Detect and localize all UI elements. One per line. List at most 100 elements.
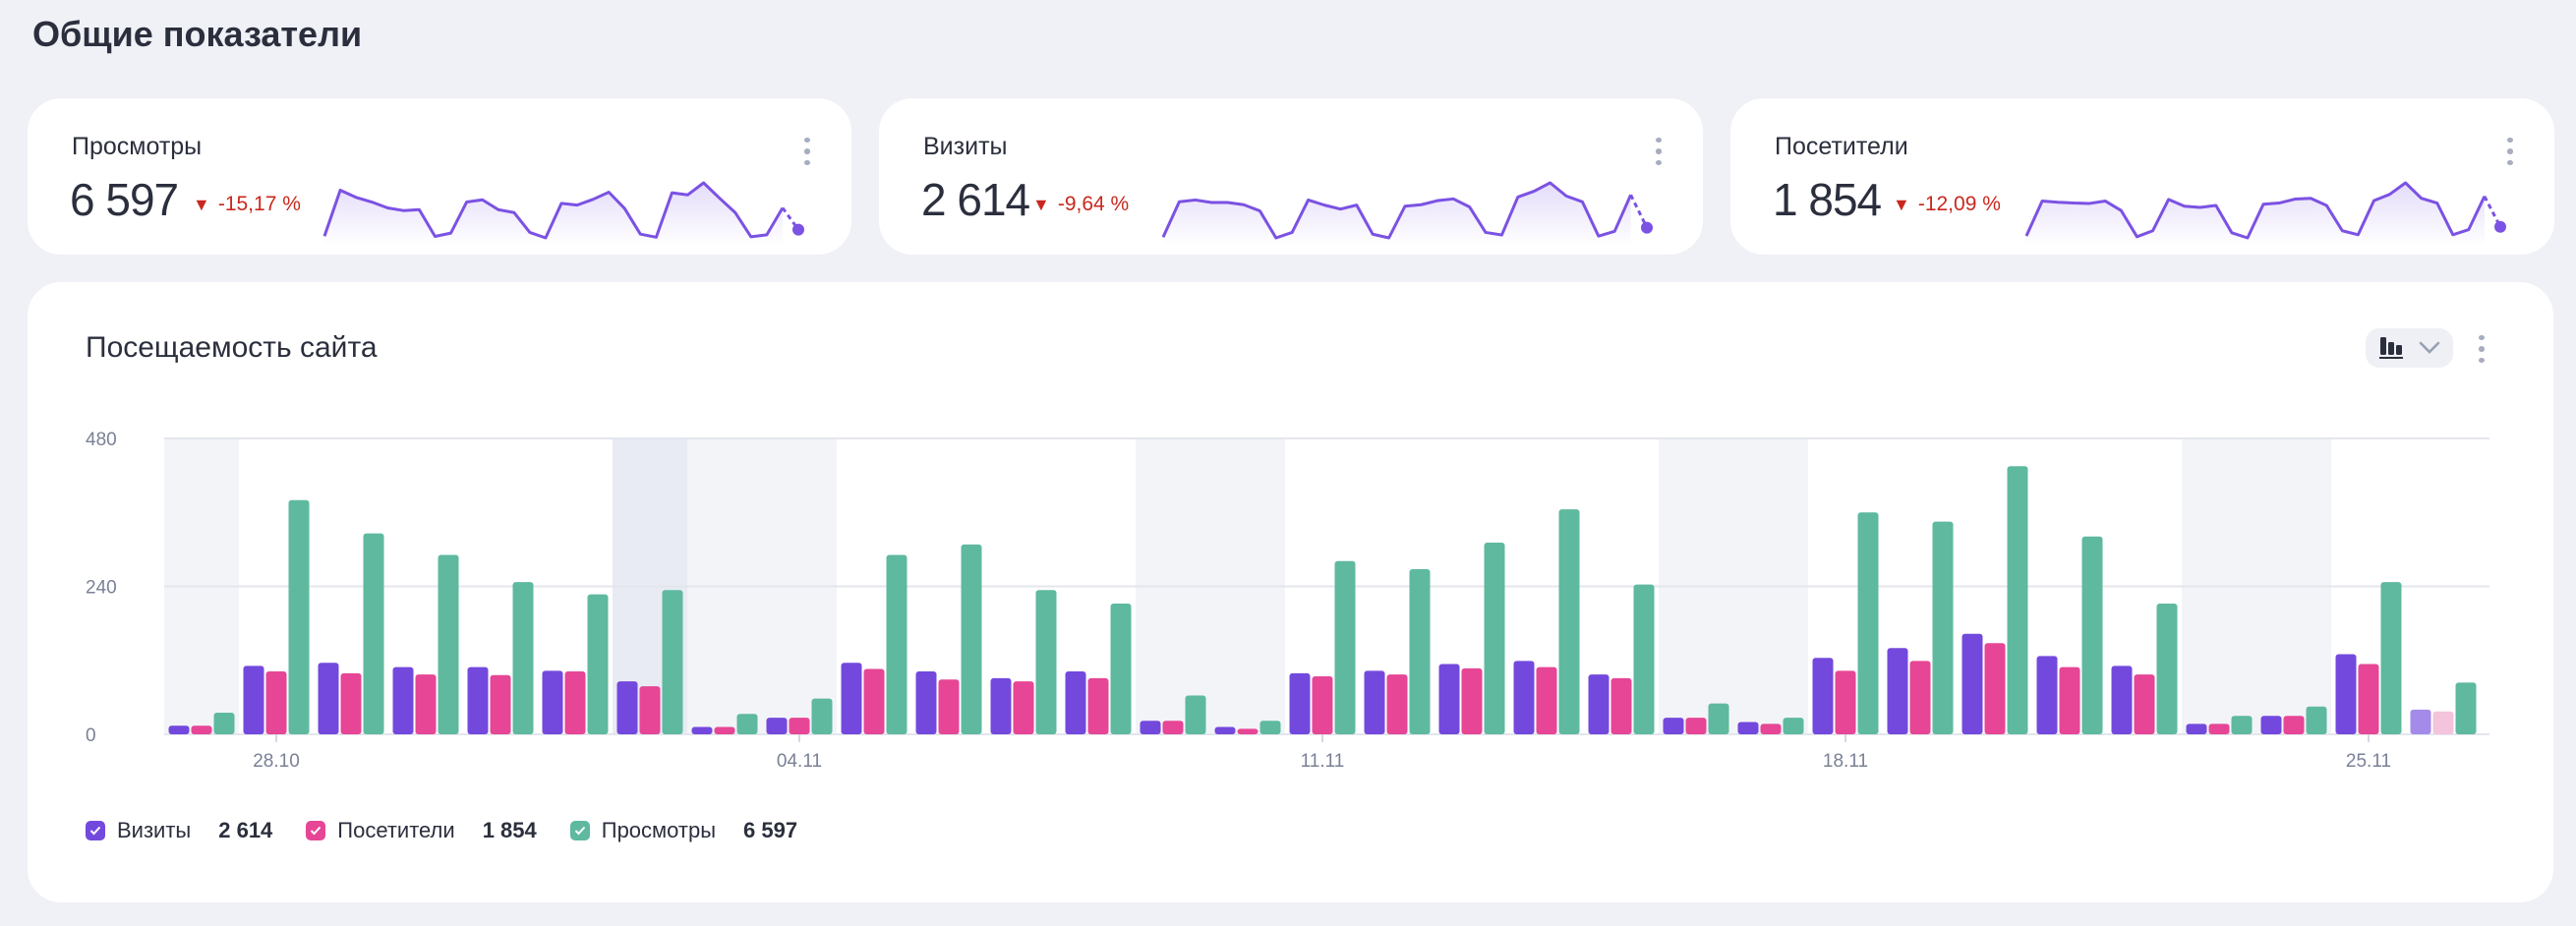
bar-views bbox=[438, 554, 459, 734]
bar-visits bbox=[2186, 723, 2207, 734]
sparkline-last-point bbox=[792, 223, 804, 236]
bar-views bbox=[1185, 695, 1206, 734]
bar-visitors bbox=[1610, 677, 1632, 734]
bar-visits bbox=[841, 663, 862, 734]
bar-visitors bbox=[490, 674, 511, 734]
chart-title: Посещаемость сайта bbox=[86, 331, 378, 364]
bar-visitors bbox=[1312, 676, 1333, 734]
bar-visitors bbox=[863, 668, 885, 734]
more-vertical-icon[interactable] bbox=[2472, 333, 2491, 363]
bar-views bbox=[512, 582, 534, 734]
bar-visits bbox=[2335, 654, 2357, 734]
bar-visitors bbox=[1461, 667, 1483, 734]
bar-visitors bbox=[340, 672, 362, 734]
bar-visitors bbox=[639, 686, 661, 734]
legend-item-visits[interactable]: Визиты 2 614 bbox=[86, 818, 272, 843]
bar-visitors bbox=[2358, 664, 2379, 734]
bar-views bbox=[1035, 590, 1057, 734]
kpi-card-visitors[interactable]: Посетители 1 854 ▼ -12,09 % bbox=[1730, 98, 2554, 255]
bar-visitors bbox=[789, 718, 810, 734]
bar-visitors bbox=[938, 679, 960, 734]
more-vertical-icon[interactable] bbox=[797, 136, 817, 165]
bar-visits bbox=[691, 726, 713, 734]
bar-visits bbox=[2036, 656, 2058, 734]
sparkline-area bbox=[2026, 183, 2485, 246]
bar-visits bbox=[542, 670, 563, 734]
page-title: Общие показатели bbox=[32, 14, 363, 54]
bar-views bbox=[288, 499, 310, 734]
bar-views bbox=[1633, 584, 1655, 734]
y-tick-label: 0 bbox=[86, 725, 96, 746]
legend-total: 2 614 bbox=[218, 818, 273, 842]
kpi-title: Посетители bbox=[1775, 133, 1908, 160]
bar-visitors bbox=[1685, 718, 1707, 734]
bar-visitors bbox=[1536, 666, 1557, 734]
bar-views bbox=[363, 533, 384, 734]
legend-item-views[interactable]: Просмотры 6 597 bbox=[569, 818, 798, 843]
more-vertical-icon[interactable] bbox=[2500, 136, 2520, 165]
trend-down-icon: ▼ bbox=[1032, 194, 1050, 214]
bar-visits bbox=[318, 663, 339, 734]
sparkline-area bbox=[324, 183, 783, 246]
bar-visitors bbox=[1909, 661, 1931, 734]
bar-visits bbox=[1663, 718, 1684, 734]
bar-visitors bbox=[2283, 716, 2305, 734]
y-tick-label: 480 bbox=[86, 430, 117, 450]
bar-views bbox=[1558, 509, 1580, 734]
bar-visits bbox=[2111, 666, 2133, 734]
check-icon[interactable] bbox=[569, 821, 590, 840]
bar-visitors bbox=[1162, 721, 1184, 734]
check-icon[interactable] bbox=[86, 821, 105, 840]
bar-views bbox=[736, 714, 758, 734]
bar-views bbox=[961, 544, 982, 734]
sparkline bbox=[1161, 181, 1653, 246]
more-vertical-icon[interactable] bbox=[1649, 136, 1669, 165]
bar-views bbox=[2156, 604, 2178, 734]
legend-item-visitors[interactable]: Посетители 1 854 bbox=[306, 818, 537, 843]
bar-views bbox=[811, 698, 833, 734]
bar-views bbox=[2306, 706, 2327, 734]
sparkline-partial bbox=[1629, 194, 1649, 229]
legend-total: 6 597 bbox=[743, 818, 798, 842]
bar-views bbox=[1409, 568, 1431, 734]
bar-views bbox=[587, 594, 609, 734]
legend-label: Визиты bbox=[117, 818, 192, 842]
sparkline bbox=[2024, 181, 2506, 246]
bar-views bbox=[1783, 718, 1804, 734]
bar-views bbox=[2007, 466, 2028, 734]
bar-visitors bbox=[1386, 674, 1408, 734]
bar-visits bbox=[990, 677, 1012, 734]
bar-views bbox=[1484, 542, 1505, 734]
kpi-card-visits[interactable]: Визиты 2 614 ▼ -9,64 % bbox=[879, 98, 1703, 255]
bar-visits bbox=[1588, 674, 1610, 734]
bar-visitors bbox=[415, 674, 437, 734]
kpi-change: ▼ -9,64 % bbox=[1032, 193, 1129, 216]
trend-down-icon: ▼ bbox=[193, 194, 210, 214]
kpi-change: ▼ -15,17 % bbox=[193, 193, 301, 216]
kpi-card-views[interactable]: Просмотры 6 597 ▼ -15,17 % bbox=[28, 98, 851, 255]
bar-views bbox=[1259, 721, 1281, 734]
kpi-change: ▼ -12,09 % bbox=[1893, 193, 2001, 216]
bar-visitors bbox=[2059, 666, 2080, 734]
bar-visits bbox=[616, 681, 638, 734]
bar-visits bbox=[168, 725, 190, 734]
bar-views bbox=[886, 554, 907, 734]
check-icon[interactable] bbox=[306, 821, 326, 840]
bar-chart-icon bbox=[2378, 337, 2403, 359]
sparkline bbox=[322, 181, 804, 246]
sparkline-area bbox=[1163, 183, 1631, 246]
kpi-value: 1 854 bbox=[1773, 174, 1882, 225]
bar-visitors bbox=[1984, 643, 2006, 734]
sparkline-line bbox=[2024, 181, 2487, 240]
kpi-title: Визиты bbox=[923, 133, 1008, 160]
bar-visitors bbox=[1237, 728, 1259, 734]
kpi-title: Просмотры bbox=[72, 133, 203, 160]
bar-visitors bbox=[1760, 723, 1782, 734]
bar-views bbox=[2380, 582, 2402, 734]
x-tick-label: 18.11 bbox=[1823, 751, 1868, 772]
bar-visits bbox=[1812, 658, 1834, 734]
bar-views bbox=[662, 590, 683, 734]
bar-views bbox=[1708, 703, 1729, 734]
bar-visits bbox=[1438, 664, 1460, 734]
chart-type-dropdown[interactable] bbox=[2366, 328, 2453, 368]
